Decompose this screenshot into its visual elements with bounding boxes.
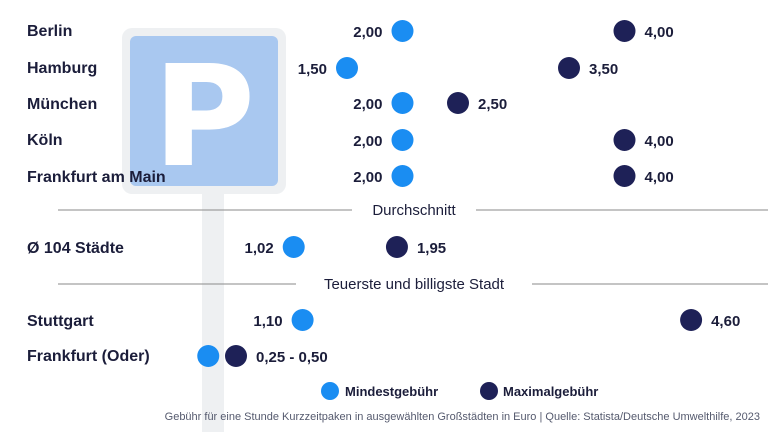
- city-label: Köln: [27, 132, 63, 149]
- city-label: Frankfurt (Oder): [27, 348, 150, 365]
- max-value-label: 4,00: [645, 24, 674, 41]
- min-dot: [197, 345, 220, 367]
- section-heading-average: Durchschnitt: [372, 202, 456, 219]
- city-label: Berlin: [27, 23, 72, 40]
- max-dot: [613, 165, 636, 187]
- source-note: Gebühr für eine Stunde Kurzzeitpaken in …: [165, 411, 760, 423]
- max-value-label: 4,00: [645, 133, 674, 150]
- city-label: Frankfurt am Main: [27, 169, 166, 186]
- sign-board: [130, 36, 278, 186]
- sign-letter: P: [153, 36, 256, 199]
- max-value-label: 4,60: [711, 313, 740, 330]
- min-value-label: 1,02: [245, 240, 274, 257]
- max-dot: [680, 309, 703, 331]
- min-dot: [291, 309, 314, 331]
- max-dot: [225, 345, 247, 367]
- min-value-label: 1,10: [253, 313, 282, 330]
- legend-swatch-min: [321, 382, 339, 400]
- max-value-label: 4,00: [645, 169, 674, 186]
- city-label: Hamburg: [27, 60, 97, 77]
- max-value-label: 1,95: [417, 240, 446, 257]
- legend-label-max: Maximalgebühr: [503, 384, 598, 399]
- max-dot: [385, 236, 408, 258]
- min-value-label: 2,00: [353, 133, 382, 150]
- max-dot: [558, 57, 580, 79]
- section-heading-extremes: Teuerste und billigste Stadt: [324, 276, 505, 293]
- min-dot: [391, 92, 414, 114]
- dumbbell-marks: 2,00 4,00 1,50 3,50 2,00 2,50 2,00 4,00 2,00 4,00…: [197, 20, 740, 367]
- min-value-label: 2,00: [353, 96, 382, 113]
- min-value-label: 1,50: [298, 61, 327, 78]
- range-label: 0,25 - 0,50: [256, 349, 328, 366]
- max-dot: [613, 129, 636, 151]
- min-dot: [282, 236, 305, 258]
- min-dot: [391, 165, 414, 187]
- min-dot: [391, 129, 414, 151]
- city-label: Ø 104 Städte: [27, 240, 124, 257]
- min-dot: [336, 57, 358, 79]
- max-value-label: 2,50: [478, 96, 507, 113]
- city-label: München: [27, 96, 97, 113]
- max-dot: [613, 20, 636, 42]
- parking-sign-icon: P: [122, 28, 286, 432]
- city-label: Stuttgart: [27, 313, 94, 330]
- min-value-label: 2,00: [353, 169, 382, 186]
- sign-pole: [202, 190, 224, 432]
- legend-label-min: Mindestgebühr: [345, 384, 438, 399]
- min-value-label: 2,00: [353, 24, 382, 41]
- heading-bg-extremes: [296, 273, 532, 295]
- max-dot: [447, 92, 469, 114]
- heading-bg-average: [352, 199, 476, 221]
- legend-swatch-max: [480, 382, 498, 400]
- min-dot: [391, 20, 414, 42]
- max-value-label: 3,50: [589, 61, 618, 78]
